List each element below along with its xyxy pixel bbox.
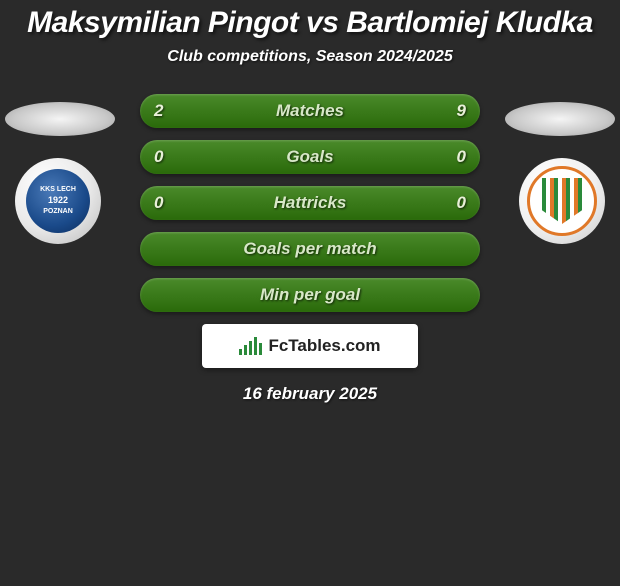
- bar-4: [254, 337, 257, 355]
- player-portrait-right: [505, 102, 615, 136]
- stat-label-mpg: Min per goal: [260, 285, 360, 305]
- stat-row-mpg: Min per goal: [140, 278, 480, 312]
- club-logo-left: KKS LECH 1922 POZNAN: [15, 158, 101, 244]
- stat-label-gpm: Goals per match: [243, 239, 376, 259]
- bar-2: [244, 345, 247, 355]
- club-badge-left: KKS LECH 1922 POZNAN: [26, 169, 90, 233]
- stat-left-goals: 0: [154, 147, 163, 167]
- stat-row-gpm: Goals per match: [140, 232, 480, 266]
- player-portrait-left: [5, 102, 115, 136]
- club-left-text-top: KKS LECH: [40, 186, 76, 194]
- bar-1: [239, 349, 242, 355]
- bar-5: [259, 343, 262, 355]
- stat-rows: 2 Matches 9 0 Goals 0 0 Hattricks 0 Goal…: [140, 94, 480, 312]
- stat-row-matches: 2 Matches 9: [140, 94, 480, 128]
- stat-left-hattricks: 0: [154, 193, 163, 213]
- branding-text: FcTables.com: [268, 336, 380, 356]
- stat-row-hattricks: 0 Hattricks 0: [140, 186, 480, 220]
- date-line: 16 february 2025: [0, 384, 620, 404]
- stat-label-hattricks: Hattricks: [274, 193, 347, 213]
- club-logo-right: [519, 158, 605, 244]
- stat-right-hattricks: 0: [457, 193, 466, 213]
- comparison-panel: KKS LECH 1922 POZNAN 2 Matches 9 0 Goals…: [0, 94, 620, 404]
- club-ring-right: [527, 166, 597, 236]
- branding-badge: FcTables.com: [202, 324, 418, 368]
- stat-label-matches: Matches: [276, 101, 344, 121]
- stat-row-goals: 0 Goals 0: [140, 140, 480, 174]
- stat-left-matches: 2: [154, 101, 163, 121]
- club-badge-right: [542, 178, 582, 224]
- bar-3: [249, 341, 252, 355]
- stat-right-matches: 9: [457, 101, 466, 121]
- subtitle: Club competitions, Season 2024/2025: [0, 48, 620, 66]
- club-left-text-bottom: POZNAN: [43, 208, 73, 216]
- club-left-year: 1922: [48, 196, 68, 206]
- stat-label-goals: Goals: [286, 147, 333, 167]
- page-title: Maksymilian Pingot vs Bartlomiej Kludka: [0, 6, 620, 40]
- stat-right-goals: 0: [457, 147, 466, 167]
- bar-chart-icon: [239, 337, 262, 355]
